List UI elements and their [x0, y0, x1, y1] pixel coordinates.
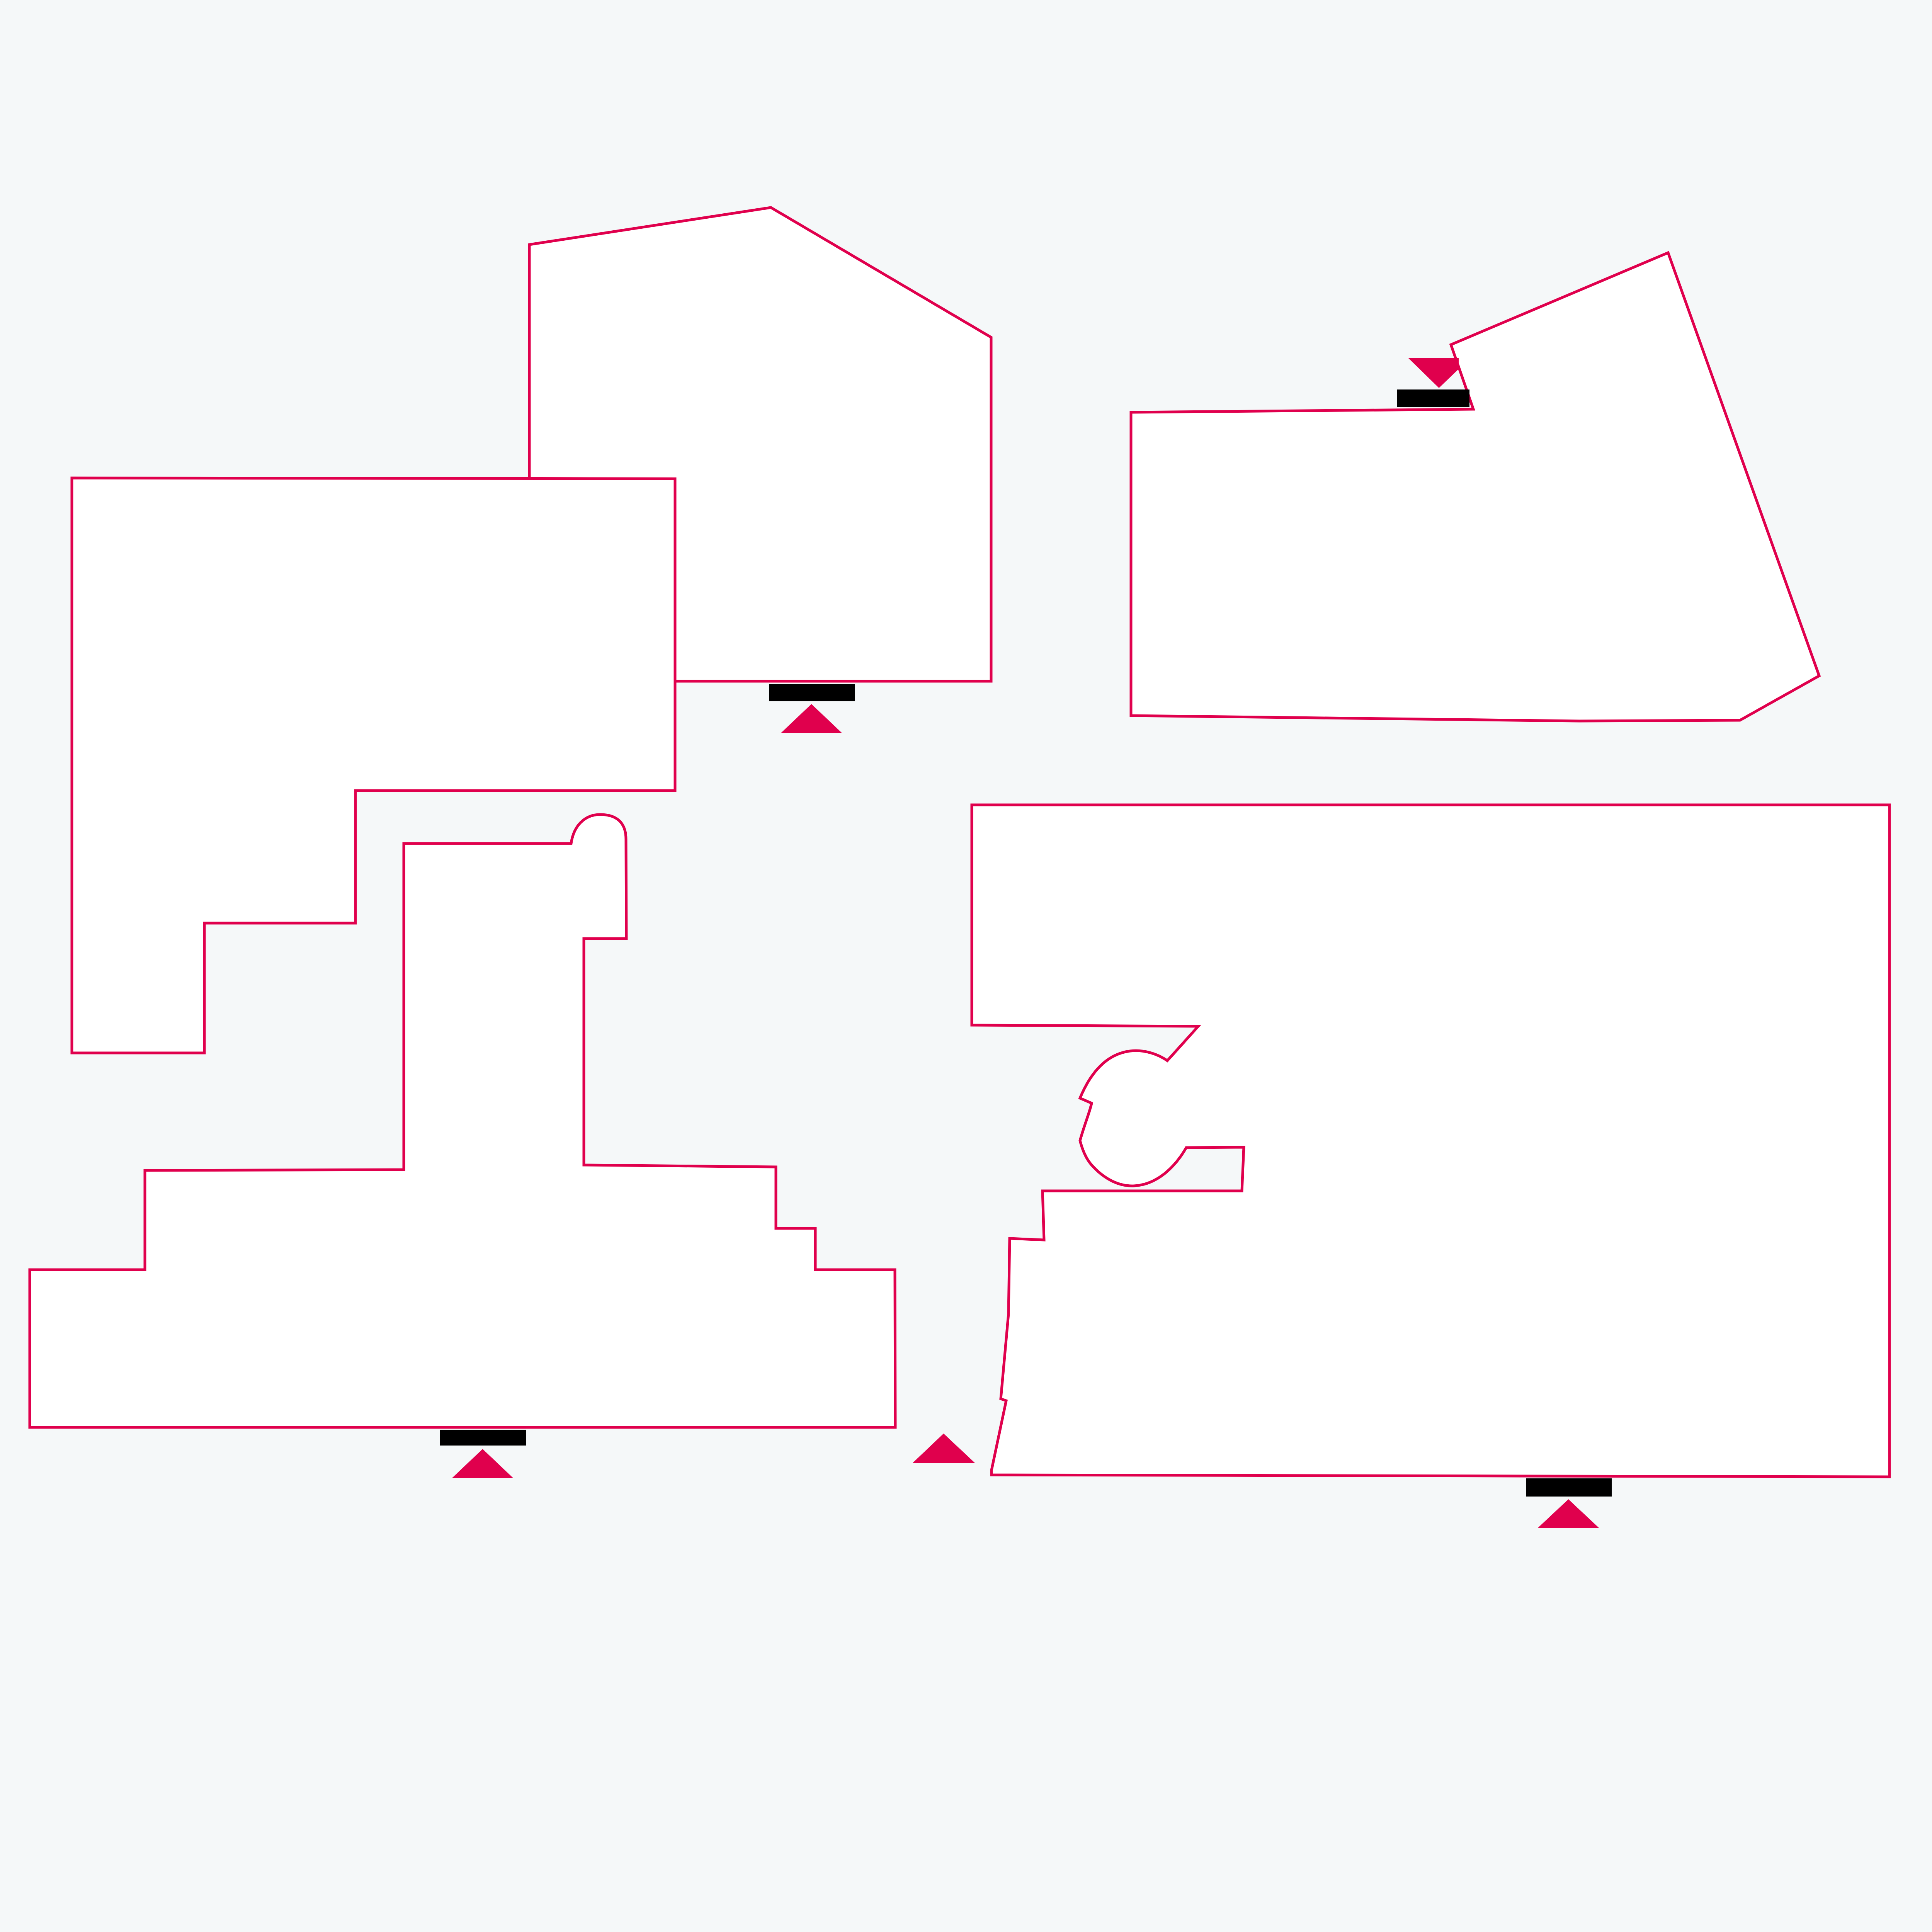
room-bottom-right-large[interactable] — [970, 803, 1891, 1478]
entrance-marker-icon[interactable] — [913, 1434, 975, 1463]
door-bar-icon — [440, 1430, 526, 1446]
room-bottom-left-stepped[interactable] — [28, 813, 897, 1429]
entrance-marker-icon[interactable] — [452, 1449, 513, 1478]
entrance-marker-icon[interactable] — [781, 704, 842, 733]
room-top-right[interactable] — [1129, 251, 1821, 723]
entrance-marker-icon[interactable] — [1408, 358, 1459, 388]
entrance-marker-icon[interactable] — [1537, 1499, 1599, 1528]
door-bar-icon — [769, 684, 855, 701]
room-left-l-shape[interactable] — [70, 476, 677, 1054]
door-bar-icon — [1397, 389, 1469, 407]
door-bar-icon — [1526, 1478, 1612, 1497]
